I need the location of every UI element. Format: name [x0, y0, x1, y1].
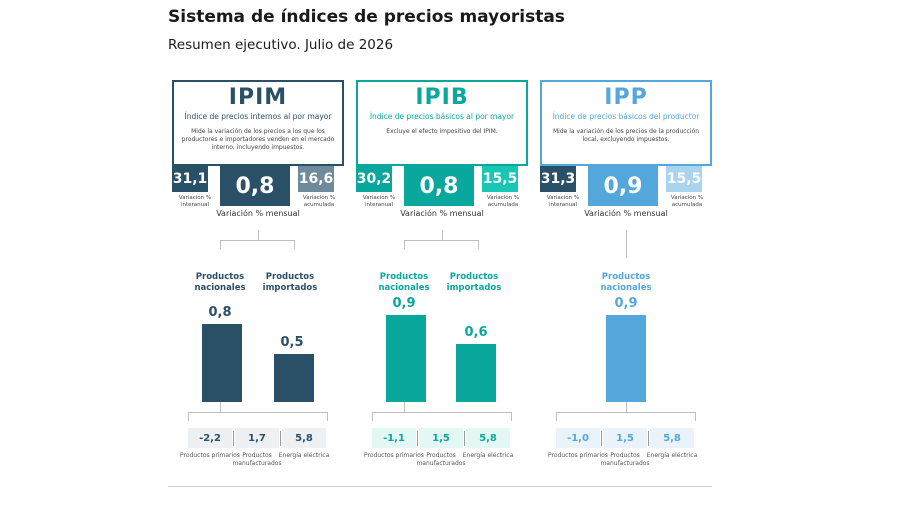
category-label: Productos importados: [446, 272, 502, 293]
breakdown-manufacturados-label: Productos manufacturados: [416, 452, 466, 467]
category-label: Productos nacionales: [600, 272, 652, 293]
connector: [442, 230, 443, 240]
breakdown-energia-label: Energía eléctrica: [462, 452, 514, 459]
index-code: IPIB: [415, 85, 469, 110]
header-card: IPIB Índice de precios básicos al por ma…: [356, 80, 528, 166]
bar-productos-nacionales: [606, 314, 646, 402]
bar-value-label: 0,5: [280, 334, 304, 350]
acumulada-label: Variación % acumulada: [486, 195, 520, 208]
panel-ipib: IPIB Índice de precios básicos al por ma…: [356, 80, 528, 472]
mensual-label: Variación % mensual: [400, 209, 484, 218]
connector: [404, 402, 405, 412]
acumulada-value: 16,6: [298, 166, 334, 192]
bar-productos-nacionales: [386, 314, 426, 402]
index-code: IPP: [604, 85, 648, 110]
acumulada-label: Variación % acumulada: [302, 195, 336, 208]
connector: [404, 240, 405, 249]
category-label: Productos nacionales: [378, 272, 430, 293]
panel-ipim: IPIM Índice de precios internos al por m…: [172, 80, 344, 472]
connector: [220, 240, 295, 241]
breakdown-manufacturados-label: Productos manufacturados: [600, 452, 650, 467]
connector: [404, 240, 479, 241]
connector: [188, 412, 327, 413]
index-name: Índice de precios básicos del productor: [552, 112, 700, 121]
connector: [327, 412, 328, 421]
breakdown-primarios-value: -1,0: [556, 428, 600, 448]
bar-productos-nacionales: [202, 324, 242, 402]
mensual-label: Variación % mensual: [584, 209, 668, 218]
bar-value-label: 0,9: [392, 295, 416, 311]
connector: [556, 412, 557, 421]
breakdown-energia-value: 5,8: [282, 428, 326, 448]
bar-value-label: 0,8: [208, 305, 232, 321]
breakdown-divider: [464, 431, 465, 446]
bar-productos-importados: [456, 343, 496, 402]
connector: [556, 412, 695, 413]
index-description: Mide la variación de los precios a los q…: [181, 128, 335, 151]
breakdown-primarios-label: Productos primarios: [364, 452, 424, 459]
acumulada-value: 15,5: [482, 166, 518, 192]
bar-value-label: 0,6: [464, 324, 488, 340]
acumulada-value: 15,5: [666, 166, 702, 192]
connector: [258, 230, 259, 240]
breakdown-primarios-value: -1,1: [372, 428, 416, 448]
breakdown-energia-label: Energía eléctrica: [278, 452, 330, 459]
breakdown-manufacturados-value: 1,5: [603, 428, 647, 448]
connector: [372, 412, 511, 413]
header-card: IPIM Índice de precios internos al por m…: [172, 80, 344, 166]
breakdown-divider: [417, 431, 418, 446]
breakdown-divider: [648, 431, 649, 446]
connector: [220, 240, 221, 249]
breakdown-primarios-value: -2,2: [188, 428, 232, 448]
header-card: IPP Índice de precios básicos del produc…: [540, 80, 712, 166]
page-subtitle: Resumen ejecutivo. Julio de 2026: [168, 37, 394, 53]
breakdown-manufacturados-label: Productos manufacturados: [232, 452, 282, 467]
index-name: Índice de precios internos al por mayor: [184, 112, 332, 121]
breakdown-divider: [601, 431, 602, 446]
acumulada-label: Variación % acumulada: [670, 195, 704, 208]
connector: [372, 412, 373, 421]
page-title: Sistema de índices de precios mayoristas: [168, 7, 565, 27]
interanual-value: 30,2: [356, 166, 392, 192]
connector: [478, 240, 479, 249]
mensual-label: Variación % mensual: [216, 209, 300, 218]
category-label: Productos importados: [262, 272, 318, 293]
index-name: Índice de precios básicos al por mayor: [369, 112, 515, 121]
connector: [626, 230, 627, 258]
breakdown-primarios-label: Productos primarios: [548, 452, 608, 459]
interanual-label: Variación % interanual: [178, 195, 212, 208]
index-description: Excluye el efecto impositivo del IPIM.: [386, 128, 498, 135]
connector: [695, 412, 696, 421]
breakdown-energia-label: Energía eléctrica: [646, 452, 698, 459]
breakdown-divider: [233, 431, 234, 446]
interanual-label: Variación % interanual: [362, 195, 396, 208]
index-code: IPIM: [228, 85, 288, 110]
index-description: Mide la variación de los precios de la p…: [553, 128, 699, 143]
bar-productos-importados: [274, 353, 314, 402]
mensual-value: 0,8: [220, 166, 290, 206]
mensual-value: 0,9: [588, 166, 658, 206]
footer-rule: [168, 486, 712, 487]
breakdown-energia-value: 5,8: [466, 428, 510, 448]
bar-value-label: 0,9: [614, 295, 638, 311]
interanual-label: Variación % interanual: [546, 195, 580, 208]
connector: [294, 240, 295, 249]
category-label: Productos nacionales: [194, 272, 246, 293]
panel-ipp: IPP Índice de precios básicos del produc…: [540, 80, 712, 472]
mensual-value: 0,8: [404, 166, 474, 206]
breakdown-primarios-label: Productos primarios: [180, 452, 240, 459]
interanual-value: 31,3: [540, 166, 576, 192]
connector: [511, 412, 512, 421]
breakdown-manufacturados-value: 1,7: [235, 428, 279, 448]
connector: [220, 402, 221, 412]
connector: [188, 412, 189, 421]
interanual-value: 31,1: [172, 166, 208, 192]
breakdown-divider: [280, 431, 281, 446]
breakdown-energia-value: 5,8: [650, 428, 694, 448]
connector: [626, 402, 627, 412]
breakdown-manufacturados-value: 1,5: [419, 428, 463, 448]
